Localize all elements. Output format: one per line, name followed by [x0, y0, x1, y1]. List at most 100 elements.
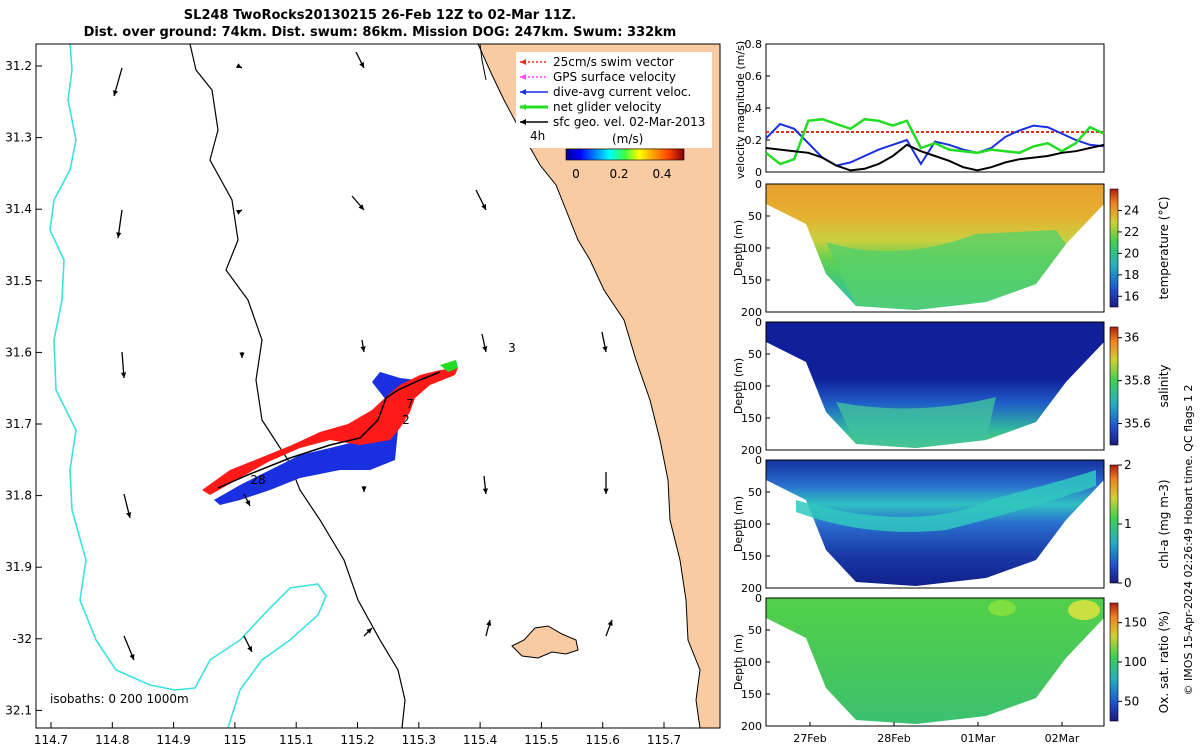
legend-arrowhead: [520, 104, 526, 110]
current-arrowhead: [120, 372, 127, 378]
current-arrowhead: [239, 352, 245, 358]
figure-title-line2: Dist. over ground: 74km. Dist. swum: 86k…: [83, 25, 677, 40]
colorbar-title: chl-a (mg m-3): [1157, 479, 1171, 568]
legend-label: sfc geo. vel. 02-Mar-2013: [553, 115, 705, 129]
section-ylabel: Depth (m): [732, 634, 745, 690]
map-ytick-label: 31.5: [5, 274, 32, 288]
map-ytick-label: 31.7: [5, 417, 32, 431]
map-ytick-label: 31.4: [5, 202, 32, 216]
section-ytick-label: 50: [748, 624, 762, 637]
section-ytick-label: 150: [741, 688, 762, 701]
colorbar-tick-label: 35.8: [1124, 374, 1151, 388]
land-coast: [477, 44, 720, 728]
high-oxygen-patch: [988, 600, 1016, 616]
glider-track: [217, 371, 441, 489]
section-ytick-label: 100: [741, 656, 762, 669]
current-arrowhead: [129, 654, 135, 660]
colorbar-tick-label: 0: [1124, 576, 1132, 590]
track-annotation: 28: [250, 473, 265, 487]
legend-label: 25cm/s swim vector: [553, 55, 674, 69]
current-arrowhead: [359, 62, 364, 68]
map-frame: [35, 43, 721, 729]
section-panel: 0 50 100 150 200 Depth (m) 0 1 2 chl-a (mg m-3): [732, 454, 1171, 595]
velocity-ytick-label: 0.2: [745, 134, 763, 147]
isobath-200m: [189, 44, 406, 728]
map-xtick-label: 114.8: [95, 733, 129, 747]
section-ytick-label: 0: [755, 316, 762, 329]
figure-title-line1: SL248 TwoRocks20130215 26-Feb 12Z to 02-…: [183, 8, 577, 23]
section-colorbar: [1109, 602, 1119, 722]
geostrophic-velocity-arrows: [112, 51, 613, 661]
section-ytick-label: 200: [741, 582, 762, 595]
colorbar-tick-label: 24: [1124, 203, 1139, 217]
isobath-1000m: [49, 44, 327, 728]
colorbar-tick-label: 1: [1124, 517, 1132, 531]
section-ytick-label: 50: [748, 348, 762, 361]
current-arrowhead: [112, 90, 118, 96]
section-colorbar: [1109, 326, 1119, 446]
legend-arrowhead: [520, 119, 526, 125]
track-annotation: 7: [406, 397, 414, 411]
track-net-velocity: [440, 360, 458, 372]
current-arrowhead: [116, 232, 122, 238]
map-xtick-label: 115.5: [524, 733, 558, 747]
section-ytick-label: 200: [741, 306, 762, 319]
chlorophyll-max-layer: [796, 470, 1096, 532]
current-arrowhead: [236, 63, 242, 68]
section-ylabel: Depth (m): [732, 496, 745, 552]
velocity-ytick-label: 0.6: [745, 70, 763, 83]
current-arrowhead: [366, 628, 372, 634]
map-xtick-label: 115.7: [647, 733, 681, 747]
section-ytick-label: 100: [741, 518, 762, 531]
legend-label: net glider velocity: [553, 100, 661, 114]
map-xtick-label: 115: [223, 733, 246, 747]
map-xtick-label: 115.1: [279, 733, 313, 747]
velocity-ytick-label: 0: [755, 166, 762, 179]
velocity-panel: 0 0.2 0.4 0.6 0.8 velocity magnitude (m/s): [734, 38, 1105, 179]
legend-label: GPS surface velocity: [553, 70, 676, 84]
map-ytick-label: 31.3: [5, 131, 32, 145]
colorbar-title: temperature (°C): [1157, 197, 1171, 300]
map-ytick-label: 31.2: [5, 59, 32, 73]
current-arrowhead: [245, 500, 250, 506]
section-ytick-label: 50: [748, 486, 762, 499]
current-arrowhead: [607, 620, 613, 626]
section-ytick-label: 50: [748, 210, 762, 223]
colorbar-tick: 0.2: [609, 167, 628, 181]
section-ytick-label: 200: [741, 720, 762, 733]
colorbar-tick: 0.4: [652, 167, 671, 181]
isobath-0m-edge: [479, 44, 487, 81]
legend-arrowhead: [520, 74, 526, 80]
section-ytick-label: 150: [741, 550, 762, 563]
current-arrowhead: [360, 346, 366, 352]
legend-arrowhead: [520, 89, 526, 95]
current-arrowhead: [236, 210, 242, 215]
colorbar-tick-label: 2: [1124, 458, 1132, 472]
velocity-ylabel: velocity magnitude (m/s): [734, 41, 747, 179]
time-xtick-label: 02Mar: [1045, 732, 1080, 745]
track-annotation: 2: [402, 413, 410, 427]
current-arrowhead: [481, 204, 486, 210]
isobath-label: isobaths: 0 200 1000m: [50, 692, 189, 706]
map-ytick-label: 32.1: [5, 703, 32, 717]
velocity-series-line: [765, 117, 1105, 166]
time-xtick-label: 28Feb: [877, 732, 910, 745]
colorbar-tick-label: 16: [1124, 289, 1139, 303]
colorbar-tick: 0: [572, 167, 580, 181]
velocity-ytick-label: 0.8: [745, 38, 763, 51]
section-colorbar: [1109, 464, 1119, 584]
current-arrowhead: [482, 488, 488, 494]
track-swim-vectors: [202, 368, 458, 495]
colorbar-tick-label: 150: [1124, 616, 1147, 630]
section-ytick-label: 0: [755, 592, 762, 605]
section-ytick-label: 100: [741, 380, 762, 393]
section-ylabel: Depth (m): [732, 220, 745, 276]
map-colorbar: [565, 148, 685, 161]
section-ytick-label: 0: [755, 178, 762, 191]
section-ytick-label: 200: [741, 444, 762, 457]
map-xtick-label: 115.3: [402, 733, 436, 747]
velocity-series-line: [765, 143, 1105, 172]
